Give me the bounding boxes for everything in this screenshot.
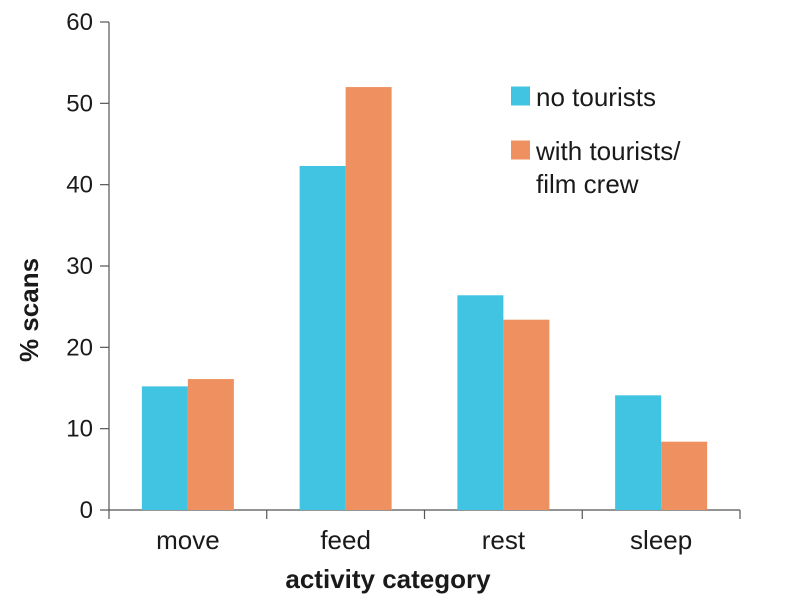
legend-label: film crew [536,169,639,199]
y-tick-label: 30 [66,253,93,280]
bar-move-series-1 [141,386,188,510]
legend-label: no tourists [536,82,656,112]
legend-label: with tourists/ [535,136,681,166]
x-tick-label: feed [320,525,371,555]
legend: no tourists with tourists/film crew [511,82,681,199]
y-tick-label: 20 [66,334,93,361]
bar-rest-series-2 [503,319,550,510]
bar-rest-series-1 [457,295,504,510]
x-tick-label: move [156,525,220,555]
bars [141,87,708,511]
y-tick-label: 10 [66,416,93,443]
x-axis: move feed rest sleep [108,509,741,555]
legend-swatch [511,140,530,160]
bar-sleep-series-2 [661,441,708,510]
y-axis: 0 10 20 30 40 50 60 [66,9,110,524]
x-axis-title: activity category [285,564,491,594]
bar-feed-series-1 [299,165,346,510]
legend-swatch [511,86,530,106]
bar-sleep-series-1 [615,395,662,510]
y-axis-title: % scans [14,258,44,362]
y-tick-label: 50 [66,90,93,117]
y-tick-label: 0 [80,497,93,524]
y-tick-label: 40 [66,172,93,199]
bar-move-series-2 [187,379,234,510]
x-tick-label: rest [482,525,526,555]
x-tick-label: sleep [630,525,692,555]
y-tick-label: 60 [66,9,93,36]
bar-feed-series-2 [345,87,392,511]
